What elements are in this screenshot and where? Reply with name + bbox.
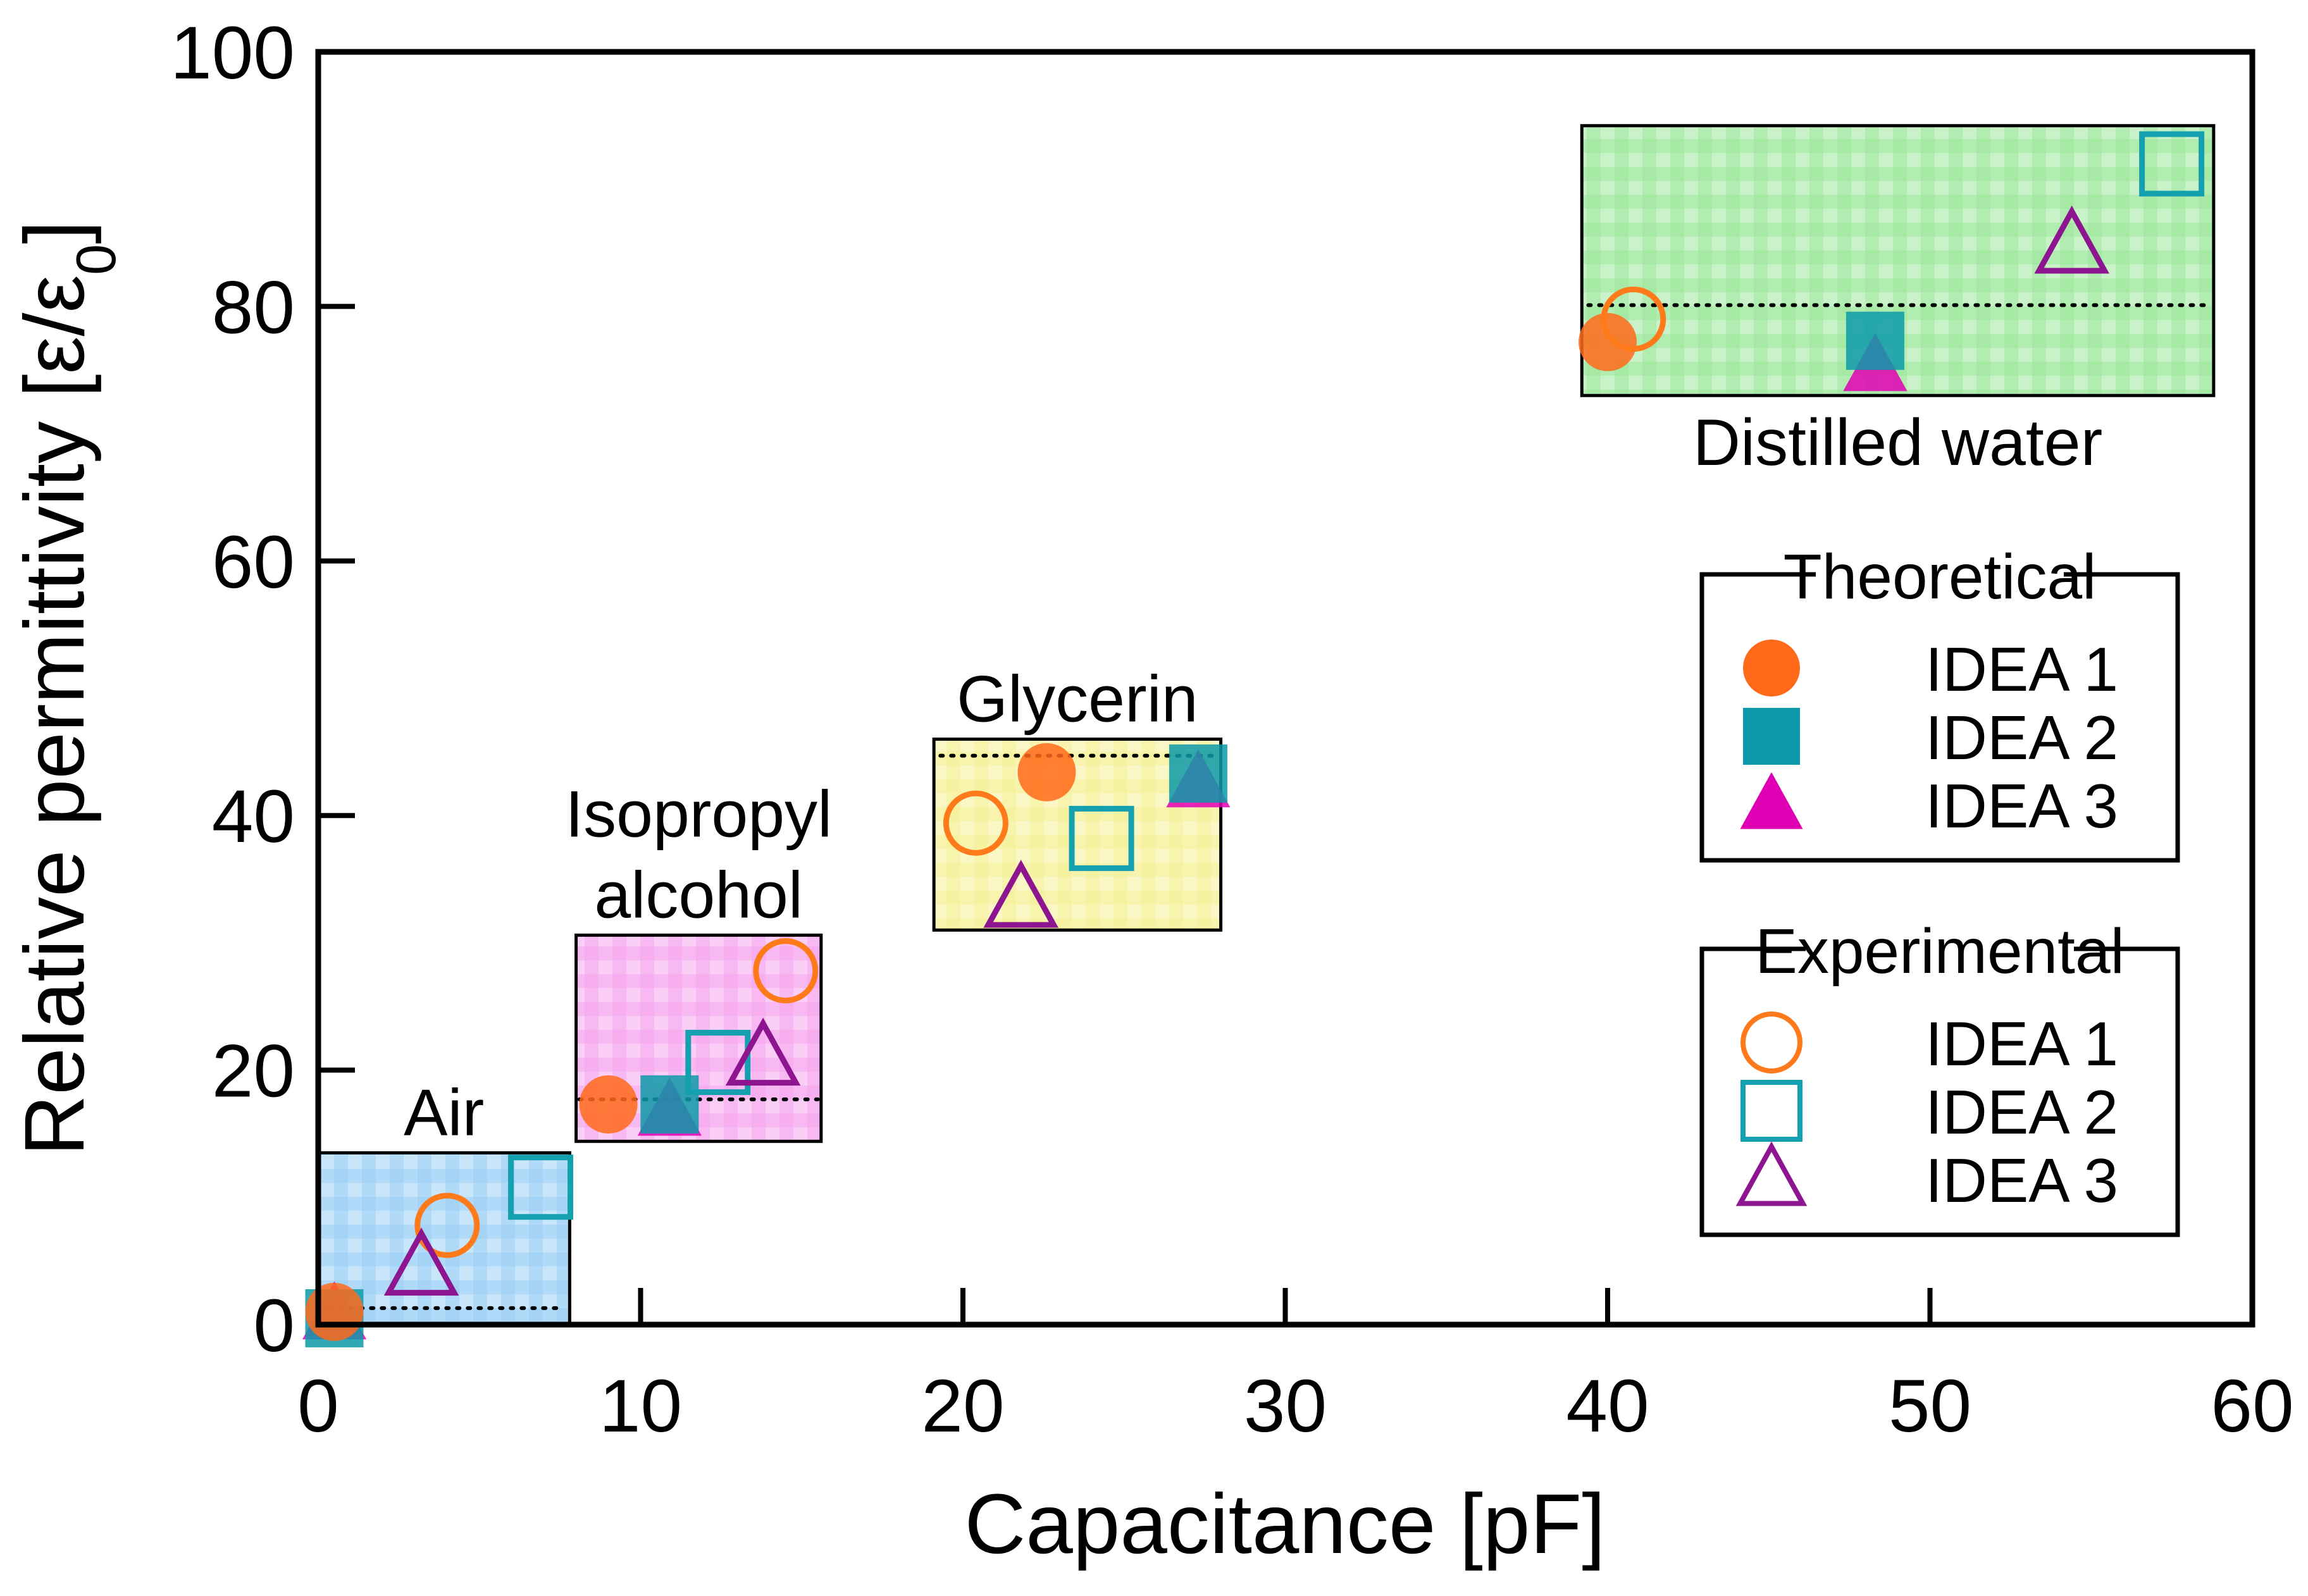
point-experimental-idea-2-glycerin [1069,805,1134,871]
label-isopropyl-alcohol-line-1: Isopropyl [565,777,832,851]
point-theoretical-idea-1-isopropyl-alcohol [579,1075,638,1134]
y-tick-label-100: 100 [170,11,295,95]
point-experimental-idea-3-distilled-water [2034,205,2109,274]
legend-marker-theoretical-idea-3 [1740,772,1803,829]
point-experimental-idea-1-glycerin [943,790,1008,856]
x-tick-label-60: 60 [2211,1364,2293,1448]
y-axis-title: Relative permittivity [ε/ε0] [8,221,127,1156]
y-tick-label-40: 40 [212,775,295,858]
point-experimental-idea-3-glycerin [983,860,1059,928]
label-isopropyl-alcohol-line-2: alcohol [594,858,803,932]
legend-marker-experimental-idea-3 [1735,1141,1808,1206]
y-axis-title-main: Relative permittivity [ε/ε [8,275,102,1156]
tick-marks: 0 10 20 30 40 50 60 0 20 40 60 80 100 [170,11,2294,1448]
point-theoretical-idea-2-distilled-water [1846,311,1904,370]
x-tick-label-30: 30 [1244,1364,1327,1448]
x-axis-title: Capacitance [pF] [965,1477,1606,1571]
legend-marker-theoretical-idea-2 [1743,708,1800,765]
point-theoretical-idea-1-air [305,1282,364,1341]
point-experimental-idea-2-air [508,1154,574,1220]
legend-marker-theoretical-idea-1 [1743,640,1800,696]
x-tick-label-20: 20 [921,1364,1004,1448]
data-points [302,131,2205,1347]
legend-frame-experimental [1699,946,2180,1237]
x-tick-label-50: 50 [1889,1364,1971,1448]
legend-marker-experimental-idea-1 [1740,1011,1802,1073]
label-distilled-water: Distilled water [1693,406,2102,479]
x-tick-label-10: 10 [599,1364,682,1448]
label-glycerin: Glycerin [957,662,1198,736]
y-axis-title-close: ] [8,221,102,244]
point-experimental-idea-2-distilled-water [2139,131,2205,197]
legend-title-experimental: Experimental [1755,916,2125,987]
legend-frame-theoretical [1699,572,2180,863]
legend-label-theoretical-idea-1: IDEA 1 [1925,634,2118,704]
point-theoretical-idea-1-glycerin [1017,743,1076,801]
legend-label-theoretical-idea-3: IDEA 3 [1925,771,2118,841]
y-tick-label-0: 0 [253,1284,295,1368]
point-experimental-idea-1-isopropyl-alcohol [753,938,819,1004]
y-tick-label-20: 20 [212,1030,295,1113]
legend-title-theoretical: Theoretical [1784,541,2097,612]
point-theoretical-idea-1-distilled-water [1579,312,1637,371]
point-experimental-idea-3-air [383,1227,459,1296]
legend-label-theoretical-idea-2: IDEA 2 [1925,703,2118,772]
point-experimental-idea-1-air [414,1192,480,1258]
y-tick-label-60: 60 [212,521,295,604]
y-axis-title-subscript: 0 [65,244,127,275]
point-theoretical-idea-2-glycerin [1169,744,1227,803]
point-experimental-idea-2-isopropyl-alcohol [685,1030,751,1096]
x-tick-label-0: 0 [297,1364,339,1448]
point-experimental-idea-3-isopropyl-alcohol [725,1017,801,1086]
x-tick-label-40: 40 [1566,1364,1649,1448]
legend-label-experimental-idea-3: IDEA 3 [1925,1146,2118,1215]
legend-label-experimental-idea-2: IDEA 2 [1925,1077,2118,1147]
point-experimental-idea-1-distilled-water [1601,287,1666,352]
y-tick-label-80: 80 [212,266,295,349]
legend-marker-experimental-idea-2 [1740,1080,1802,1142]
legend-label-experimental-idea-1: IDEA 1 [1925,1009,2118,1079]
label-air: Air [404,1076,484,1149]
